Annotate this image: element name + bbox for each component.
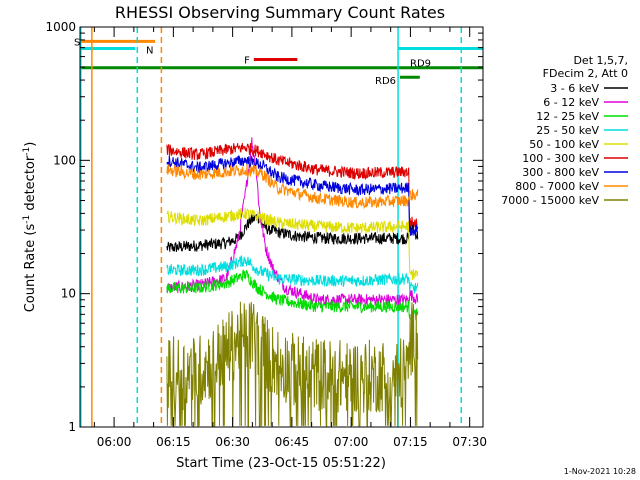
legend-header-line: FDecim 2, Att 0: [543, 67, 628, 80]
y-axis: 1 10 100 1000: [45, 20, 483, 434]
flag-label: RD6: [375, 76, 396, 87]
flag-label: N: [146, 45, 153, 56]
series-line: [166, 207, 419, 281]
date-stamp: 1-Nov-2021 10:28: [564, 467, 636, 476]
x-tick-label: 06:45: [275, 435, 310, 449]
y-axis-label: Count Rate (s-1 detector-1): [22, 142, 38, 313]
series-line: [166, 213, 419, 252]
series-line: [166, 163, 419, 210]
series-layer: [166, 137, 419, 427]
legend-header-line: Det 1,5,7,: [573, 54, 628, 67]
legend-entry-label: 50 - 100 keV: [529, 138, 599, 151]
legend-entry-label: 100 - 300 keV: [522, 152, 599, 165]
series-line: [166, 154, 418, 236]
x-tick-label: 07:00: [334, 435, 369, 449]
series-line: [166, 268, 419, 321]
series-line: [166, 255, 419, 294]
legend-entry-label: 7000 - 15000 keV: [501, 194, 599, 207]
x-tick-label: 06:00: [97, 435, 132, 449]
y-tick-label: 100: [53, 153, 76, 167]
x-axis: 06:00 06:15 06:30 06:45 07:00 07:15 07:30: [93, 27, 487, 449]
y-axis-label-exponent: -1: [22, 147, 32, 156]
x-tick-label: 06:15: [156, 435, 191, 449]
legend-entry-label: 12 - 25 keV: [536, 110, 599, 123]
legend-entry-label: 300 - 800 keV: [522, 166, 599, 179]
legend-entry-label: 6 - 12 keV: [543, 96, 599, 109]
y-axis-label-part: ): [23, 142, 38, 147]
y-axis-label-exponent: -1: [22, 215, 32, 224]
y-axis-label-part: Count Rate (s: [23, 224, 38, 313]
x-tick-label: 07:30: [452, 435, 487, 449]
series-line: [166, 301, 419, 427]
flag-label: F: [244, 56, 250, 67]
legend-entry-label: 800 - 7000 keV: [515, 180, 599, 193]
plot-frame: [79, 26, 484, 428]
y-tick-label: 1000: [45, 20, 76, 34]
legend-entry-label: 25 - 50 keV: [536, 124, 599, 137]
flag-label: RD9: [410, 59, 431, 70]
y-axis-label-part: detector: [23, 155, 38, 215]
flag-label: S: [74, 37, 80, 48]
x-tick-label: 06:30: [215, 435, 250, 449]
series-line: [166, 142, 419, 230]
y-tick-label: 10: [61, 287, 76, 301]
legend-entry-label: 3 - 6 keV: [550, 82, 599, 95]
x-axis-label: Start Time (23-Oct-15 05:51:22): [176, 456, 386, 471]
chart-title: RHESSI Observing Summary Count Rates: [115, 3, 445, 22]
observing-flags-layer: S N F RD9 RD6: [74, 37, 483, 87]
y-tick-label: 1: [68, 420, 76, 434]
x-tick-label: 07:15: [393, 435, 428, 449]
